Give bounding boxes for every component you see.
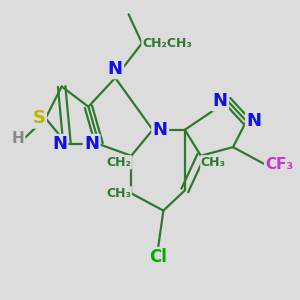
Text: N: N bbox=[246, 112, 261, 130]
Text: CF₃: CF₃ bbox=[265, 157, 293, 172]
Text: H: H bbox=[11, 131, 24, 146]
Text: CH₂: CH₂ bbox=[106, 156, 131, 169]
Text: N: N bbox=[153, 121, 168, 139]
Text: N: N bbox=[84, 135, 99, 153]
Text: CH₃: CH₃ bbox=[201, 156, 226, 169]
Text: N: N bbox=[108, 60, 123, 78]
Text: N: N bbox=[213, 92, 228, 110]
Text: N: N bbox=[52, 135, 67, 153]
Text: CH₃: CH₃ bbox=[106, 187, 131, 200]
Text: CH₂CH₃: CH₂CH₃ bbox=[142, 37, 192, 50]
Text: S: S bbox=[33, 109, 46, 127]
Text: Cl: Cl bbox=[149, 248, 167, 266]
